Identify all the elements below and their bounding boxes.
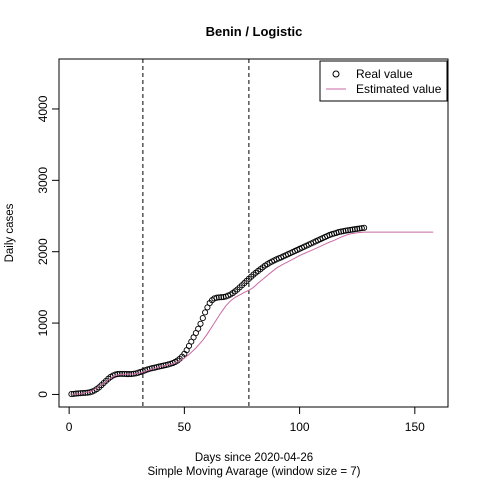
legend-real-label: Real value (356, 67, 413, 81)
x-axis: 0 50 100 150 (66, 406, 425, 434)
chart-title: Benin / Logistic (206, 24, 303, 39)
real-value-point (202, 309, 209, 316)
y-axis-label: Daily cases (4, 203, 16, 262)
real-value-point (358, 225, 365, 232)
real-value-point (213, 294, 220, 301)
plot-area (68, 224, 434, 398)
real-value-point (344, 227, 352, 234)
real-value-point (351, 226, 358, 233)
y-axis: 0 1000 2000 3000 4000 (36, 95, 60, 398)
x-tick-label: 100 (290, 420, 310, 434)
y-tick-label: 4000 (36, 95, 50, 122)
real-value-point (215, 294, 222, 301)
real-value-point (218, 294, 225, 301)
legend-box (319, 60, 448, 102)
y-tick-label: 1000 (36, 309, 50, 336)
real-value-point (340, 228, 347, 235)
legend: Real value Estimated value (319, 60, 448, 102)
real-value-point (195, 325, 202, 332)
chart-subtitle: Simple Moving Avarage (window size = 7) (148, 466, 361, 478)
plot-frame (58, 58, 449, 408)
x-tick-label: 50 (178, 420, 192, 434)
real-value-point (356, 225, 363, 232)
x-axis-label: Days since 2020-04-26 (195, 452, 313, 464)
real-value-point (335, 229, 342, 236)
real-value-point (354, 225, 361, 232)
real-value-point (347, 226, 354, 233)
estimated-value-line (71, 231, 434, 395)
real-value-point (199, 315, 206, 322)
legend-estimated-label: Estimated value (356, 82, 442, 96)
real-value-point (349, 226, 356, 233)
real-value-point (361, 224, 368, 231)
x-tick-label: 150 (405, 420, 425, 434)
real-value-point (338, 228, 345, 235)
legend-real-symbol (332, 70, 340, 78)
y-tick-label: 2000 (36, 238, 50, 265)
reference-lines (142, 59, 250, 407)
real-value-point (197, 320, 204, 327)
x-tick-label: 0 (66, 420, 73, 434)
y-tick-label: 0 (36, 391, 50, 398)
real-value-point (342, 227, 349, 234)
y-tick-label: 3000 (36, 167, 50, 194)
